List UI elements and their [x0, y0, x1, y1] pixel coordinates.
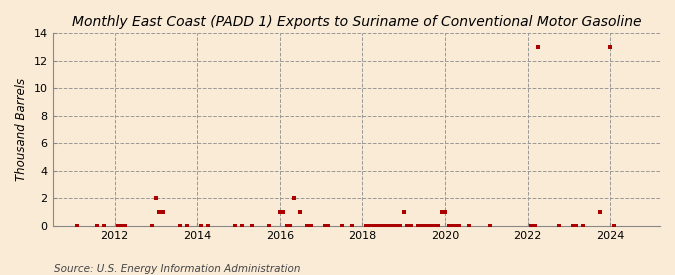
Point: [364, 224, 375, 228]
Text: Source: U.S. Energy Information Administration: Source: U.S. Energy Information Administ…: [54, 264, 300, 274]
Point: [360, 224, 371, 228]
Point: [72, 224, 82, 228]
Point: [426, 224, 437, 228]
Point: [412, 224, 423, 228]
Point: [388, 224, 399, 228]
Point: [285, 224, 296, 228]
Point: [402, 224, 412, 228]
Point: [147, 224, 158, 228]
Point: [347, 224, 358, 228]
Point: [275, 210, 286, 214]
Point: [99, 224, 109, 228]
Point: [119, 224, 130, 228]
Point: [447, 224, 458, 228]
Point: [264, 224, 275, 228]
Point: [367, 224, 378, 228]
Point: [395, 224, 406, 228]
Point: [429, 224, 440, 228]
Point: [436, 210, 447, 214]
Point: [567, 224, 578, 228]
Point: [281, 224, 292, 228]
Point: [526, 224, 537, 228]
Point: [336, 224, 347, 228]
Point: [175, 224, 186, 228]
Point: [302, 224, 313, 228]
Point: [533, 45, 543, 49]
Point: [230, 224, 240, 228]
Point: [464, 224, 475, 228]
Point: [295, 210, 306, 214]
Point: [570, 224, 581, 228]
Y-axis label: Thousand Barrels: Thousand Barrels: [15, 78, 28, 181]
Point: [433, 224, 443, 228]
Point: [419, 224, 430, 228]
Point: [195, 224, 206, 228]
Point: [423, 224, 433, 228]
Title: Monthly East Coast (PADD 1) Exports to Suriname of Conventional Motor Gasoline: Monthly East Coast (PADD 1) Exports to S…: [72, 15, 641, 29]
Point: [371, 224, 381, 228]
Point: [416, 224, 427, 228]
Point: [151, 196, 161, 200]
Point: [454, 224, 464, 228]
Point: [605, 45, 616, 49]
Point: [92, 224, 103, 228]
Point: [288, 196, 299, 200]
Point: [305, 224, 316, 228]
Point: [577, 224, 588, 228]
Point: [154, 210, 165, 214]
Point: [608, 224, 619, 228]
Point: [443, 224, 454, 228]
Point: [450, 224, 461, 228]
Point: [278, 210, 289, 214]
Point: [398, 210, 409, 214]
Point: [157, 210, 168, 214]
Point: [405, 224, 416, 228]
Point: [385, 224, 396, 228]
Point: [236, 224, 247, 228]
Point: [247, 224, 258, 228]
Point: [319, 224, 330, 228]
Point: [595, 210, 605, 214]
Point: [113, 224, 124, 228]
Point: [202, 224, 213, 228]
Point: [375, 224, 385, 228]
Point: [116, 224, 127, 228]
Point: [392, 224, 402, 228]
Point: [182, 224, 192, 228]
Point: [323, 224, 333, 228]
Point: [439, 210, 450, 214]
Point: [485, 224, 495, 228]
Point: [554, 224, 564, 228]
Point: [378, 224, 389, 228]
Point: [381, 224, 392, 228]
Point: [529, 224, 540, 228]
